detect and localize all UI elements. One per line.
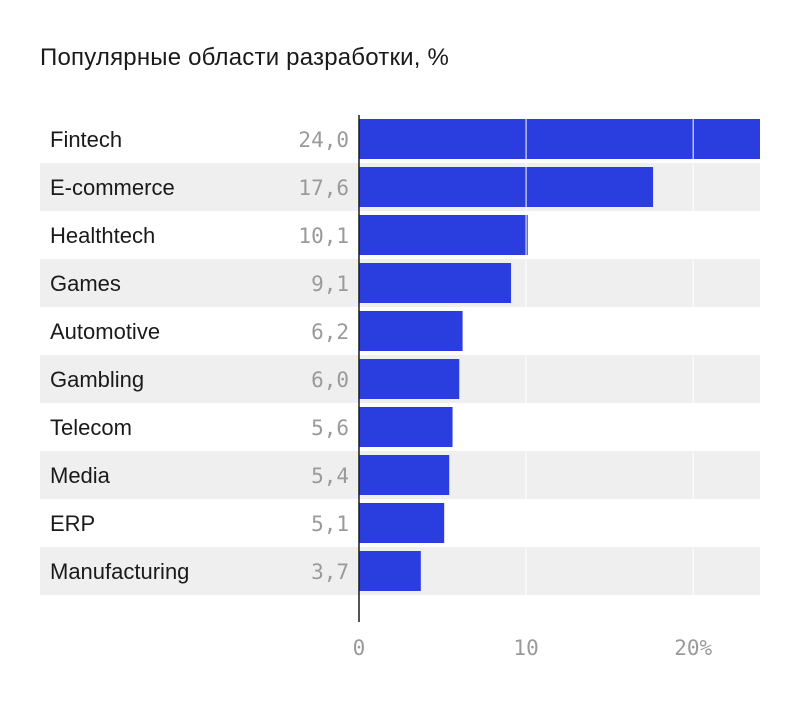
category-label: Media <box>50 463 111 488</box>
x-tick-label: 10 <box>513 636 538 660</box>
value-label: 6,0 <box>311 368 349 392</box>
bar <box>359 119 760 159</box>
bar <box>359 407 453 447</box>
value-label: 3,7 <box>311 560 349 584</box>
value-label: 6,2 <box>311 320 349 344</box>
chart-title: Популярные области разработки, % <box>40 44 450 71</box>
category-label: Gambling <box>50 367 144 392</box>
x-tick-label: 0 <box>353 636 366 660</box>
value-label: 24,0 <box>298 128 349 152</box>
value-label: 5,1 <box>311 512 349 536</box>
bar <box>359 215 528 255</box>
x-tick-label: 20% <box>674 636 712 660</box>
value-label: 17,6 <box>298 176 349 200</box>
bar <box>359 503 445 543</box>
bar <box>359 455 450 495</box>
bar <box>359 167 654 207</box>
category-label: ERP <box>50 511 95 536</box>
bar <box>359 551 421 591</box>
category-label: Fintech <box>50 127 122 152</box>
category-label: Healthtech <box>50 223 155 248</box>
value-label: 5,4 <box>311 464 349 488</box>
category-label: Manufacturing <box>50 559 189 584</box>
category-label: E-commerce <box>50 175 175 200</box>
value-label: 5,6 <box>311 416 349 440</box>
value-label: 10,1 <box>298 224 349 248</box>
bar <box>359 263 512 303</box>
category-label: Telecom <box>50 415 132 440</box>
category-label: Automotive <box>50 319 160 344</box>
value-label: 9,1 <box>311 272 349 296</box>
bar <box>359 311 463 351</box>
bar <box>359 359 460 399</box>
category-label: Games <box>50 271 121 296</box>
